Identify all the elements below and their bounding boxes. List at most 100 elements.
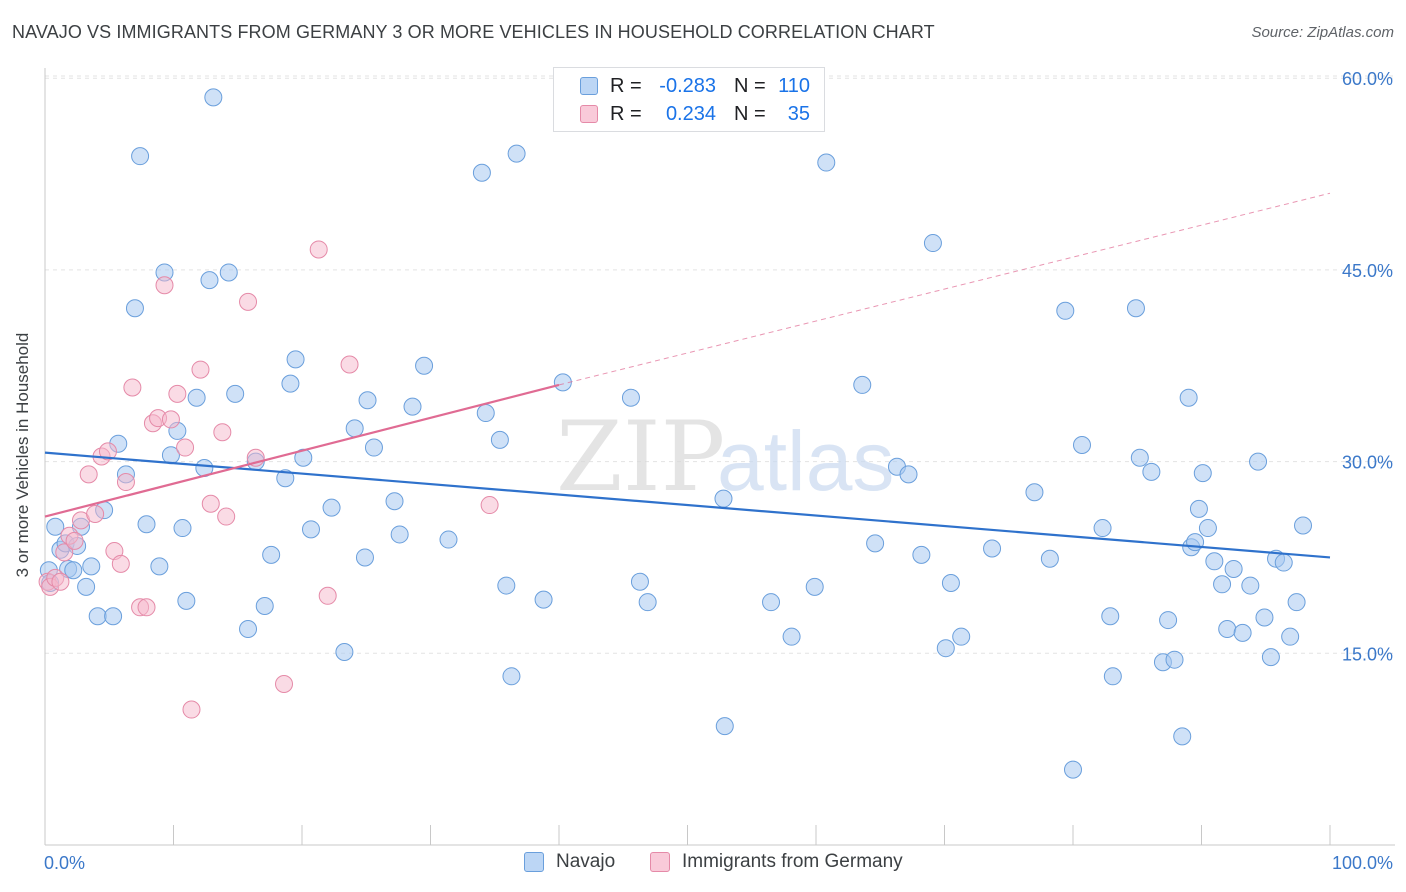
germany-point [98,442,117,461]
germany-point [239,292,258,311]
navajo-point [345,419,364,438]
germany-point [191,360,210,379]
navajo-point [1056,301,1075,320]
germany-legend-swatch [650,852,670,872]
germany-point [116,473,135,492]
navajo-point [1205,552,1224,571]
x-tick-label: 0.0% [44,853,85,873]
source-credit: Source: ZipAtlas.com [1251,24,1394,41]
navajo-point [1281,627,1300,646]
germany-point [161,410,180,429]
germany-trend-extension [558,192,1331,386]
germany-point [155,276,174,295]
navajo-point [899,465,918,484]
navajo-point [1101,607,1120,626]
chart-title: NAVAJO VS IMMIGRANTS FROM GERMANY 3 OR M… [12,22,935,42]
navajo-point [817,153,836,172]
germany-point [275,674,294,693]
stats-legend: R = -0.283 N = 110 R = 0.234 N = 35 [553,67,825,132]
navajo-point [983,539,1002,558]
navajo-point [1224,559,1243,578]
germany-point [182,700,201,719]
navajo-point [187,388,206,407]
navajo-point [923,234,942,253]
navajo-point [490,430,509,449]
navajo-point [1255,608,1274,627]
navajo-point [805,577,824,596]
navajo-point [1103,667,1122,686]
navajo-point [77,577,96,596]
navajo-point [1218,620,1237,639]
navajo-point [1274,553,1293,572]
germany-point [340,355,359,374]
navajo-point [553,373,572,392]
navajo-point [255,597,274,616]
legend-item-germany[interactable]: Immigrants from Germany [650,851,903,873]
navajo-point [177,591,196,610]
navajo-point [226,384,245,403]
germany-point [168,384,187,403]
navajo-point [1072,435,1091,454]
navajo-point [286,350,305,369]
germany-swatch [580,105,598,123]
r-label: R = [610,74,642,97]
germany-point [213,423,232,442]
germany-point [217,507,236,526]
navajo-point [403,397,422,416]
germany-point [137,598,156,617]
navajo-point [439,530,458,549]
navajo-point [1186,533,1205,552]
n-label: N = [734,74,766,97]
navajo-point [335,643,354,662]
navajo-point [390,525,409,544]
germany-point [318,586,337,605]
navajo-point [638,593,657,612]
navajo-point [1249,452,1268,471]
navajo-point [621,388,640,407]
navajo-point [853,375,872,394]
germany-point [111,554,130,573]
navajo-point [1025,483,1044,502]
navajo-point [104,607,123,626]
watermark-zip: ZIP [556,401,725,513]
navajo-point [239,620,258,639]
germany-point [201,494,220,513]
legend-item-navajo[interactable]: Navajo [524,851,615,873]
stats-row-germany: R = 0.234 N = 35 [554,100,810,128]
germany-point [480,496,499,515]
navajo-point [534,590,553,609]
navajo-point [276,469,295,488]
y-tick-label: 30.0% [1342,453,1393,473]
y-tick-label: 15.0% [1342,644,1393,664]
navajo-point [64,561,83,580]
navajo-point [385,492,404,511]
navajo-point [1213,575,1232,594]
germany-point [51,572,70,591]
navajo-point [1189,499,1208,518]
navajo-point [137,515,156,534]
navajo-point [301,520,320,539]
navajo-point [46,517,65,536]
navajo-point [1093,519,1112,538]
navajo-point [1294,516,1313,535]
navajo-point [507,144,526,163]
navajo-point [131,147,150,166]
navajo-point [1142,462,1161,481]
navajo-point [630,572,649,591]
germany-point [123,378,142,397]
navajo-point [82,557,101,576]
navajo-point [952,627,971,646]
navajo-point [322,498,341,517]
navajo-point [173,519,192,538]
navajo-point [1198,519,1217,538]
navajo-point [1193,464,1212,483]
r-value: -0.283 [659,74,716,97]
y-tick-label: 60.0% [1342,69,1393,89]
germany-trend-line [44,383,560,518]
navajo-point [355,548,374,567]
navajo-point [1130,448,1149,467]
navajo-point [415,356,434,375]
germany-point [55,543,74,562]
navajo-point [762,593,781,612]
